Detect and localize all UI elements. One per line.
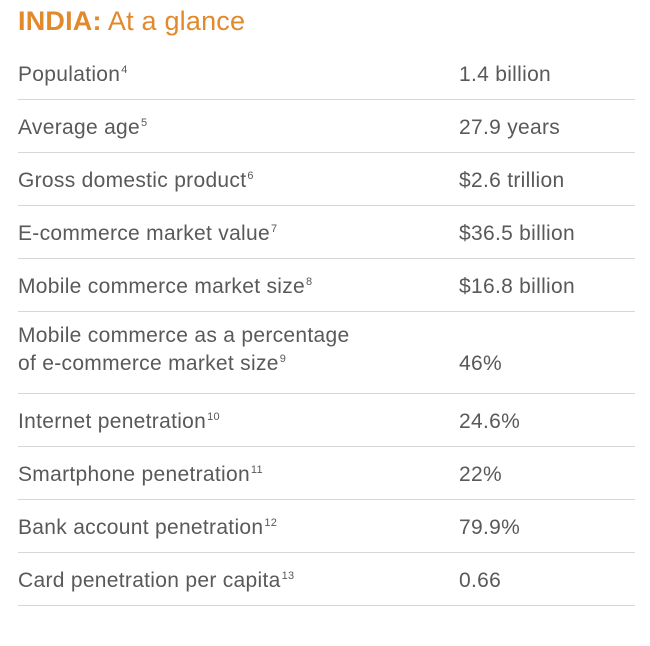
title-subtitle: At a glance xyxy=(101,6,246,36)
table-row: Bank account penetration12 79.9% xyxy=(18,500,635,553)
title-country: INDIA: xyxy=(18,6,102,36)
table-row: Mobile commerce as a percentage of e-com… xyxy=(18,312,635,394)
row-value: 24.6% xyxy=(459,410,521,433)
row-label: E-commerce market value7 xyxy=(18,222,278,245)
row-value: 27.9 years xyxy=(459,116,561,139)
table-row: E-commerce market value7 $36.5 billion xyxy=(18,206,635,259)
row-label: Gross domestic product6 xyxy=(18,169,254,192)
footnote-ref: 10 xyxy=(207,411,220,423)
footnote-ref: 13 xyxy=(281,570,295,582)
table-row: Smartphone penetration11 22% xyxy=(18,447,635,500)
facts-table: Population4 1.4 billion Average age5 27.… xyxy=(18,47,635,606)
row-label: Mobile commerce market size8 xyxy=(18,275,313,298)
footnote-ref: 8 xyxy=(306,276,313,288)
footnote-ref: 6 xyxy=(247,170,254,182)
footnote-ref: 12 xyxy=(264,517,278,529)
table-row: Mobile commerce market size8 $16.8 billi… xyxy=(18,259,635,312)
footnote-ref: 5 xyxy=(141,117,148,129)
page-title: INDIA: At a glance xyxy=(18,4,245,38)
row-value: 0.66 xyxy=(459,569,502,592)
row-label: Mobile commerce as a percentage of e-com… xyxy=(18,322,349,378)
row-label: Average age5 xyxy=(18,116,148,139)
table-row: Average age5 27.9 years xyxy=(18,100,635,153)
row-label-line: of e-commerce market size9 xyxy=(18,352,287,375)
footnote-ref: 11 xyxy=(250,464,263,476)
row-label-line: Mobile commerce as a percentage xyxy=(18,324,350,347)
row-label: Population4 xyxy=(18,63,128,86)
footnote-ref: 9 xyxy=(279,353,287,365)
row-label: Internet penetration10 xyxy=(18,410,220,433)
row-value: 22% xyxy=(459,463,502,486)
footnote-ref: 4 xyxy=(121,64,128,76)
table-row: Population4 1.4 billion xyxy=(18,47,635,100)
row-label: Card penetration per capita13 xyxy=(18,569,295,592)
row-label: Smartphone penetration11 xyxy=(18,463,263,486)
footnote-ref: 7 xyxy=(270,223,278,235)
row-value: 46% xyxy=(459,352,502,375)
row-value: $16.8 billion xyxy=(459,275,575,298)
row-value: $2.6 trillion xyxy=(459,169,565,192)
table-row: Card penetration per capita13 0.66 xyxy=(18,553,635,606)
table-row: Internet penetration10 24.6% xyxy=(18,394,635,447)
row-value: $36.5 billion xyxy=(459,222,575,245)
row-value: 1.4 billion xyxy=(459,63,552,86)
row-label: Bank account penetration12 xyxy=(18,516,278,539)
row-value: 79.9% xyxy=(459,516,521,539)
table-row: Gross domestic product6 $2.6 trillion xyxy=(18,153,635,206)
